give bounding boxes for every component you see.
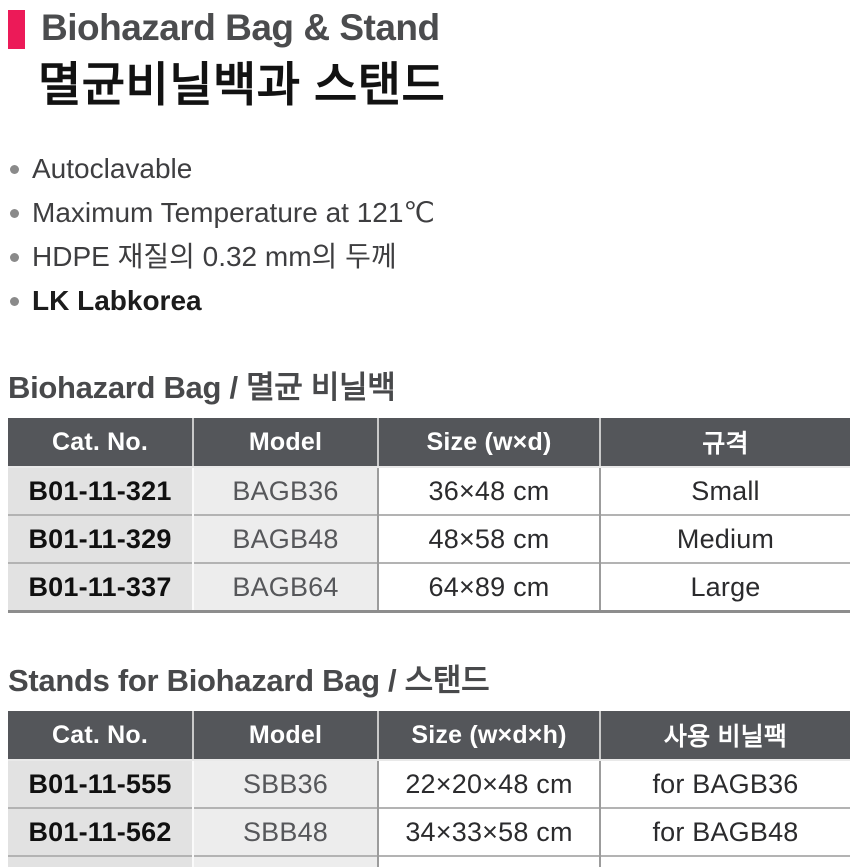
table-row: B01-11-337 BAGB64 64×89 cm Large	[8, 562, 850, 614]
table-row: B01-11-569 SBB64 35×33×72 cm for BAGB64	[8, 855, 850, 867]
bullet-icon	[10, 208, 19, 218]
bullet-icon	[10, 296, 19, 306]
size-cell: 35×33×72 cm	[377, 855, 600, 867]
compatible-bag-cell: for BAGB48	[599, 807, 850, 857]
table-row: B01-11-321 BAGB36 36×48 cm Small	[8, 466, 850, 516]
column-header-size: Size (w×d)	[377, 418, 600, 469]
page-header: Biohazard Bag & Stand	[8, 7, 860, 50]
cat-no-cell: B01-11-337	[8, 562, 193, 614]
cat-no-cell: B01-11-562	[8, 807, 193, 857]
bullet-icon	[10, 252, 19, 262]
spec-cell: Large	[599, 562, 850, 614]
section-heading-stands: Stands for Biohazard Bag / 스탠드	[8, 663, 490, 699]
column-header-size: Size (w×d×h)	[377, 711, 600, 762]
table-row: B01-11-562 SBB48 34×33×58 cm for BAGB48	[8, 807, 850, 857]
section-heading-biohazard-bag: Biohazard Bag / 멸균 비닐백	[8, 370, 396, 406]
table-header-row: Cat. No. Model Size (w×d×h) 사용 비닐팩	[8, 711, 850, 762]
biohazard-bag-table: Cat. No. Model Size (w×d) 규격 B01-11-321 …	[8, 418, 850, 614]
accent-bar-icon	[8, 10, 25, 49]
table-row: B01-11-329 BAGB48 48×58 cm Medium	[8, 514, 850, 564]
size-cell: 22×20×48 cm	[377, 759, 600, 809]
feature-text: LK Labkorea	[32, 284, 202, 316]
model-cell: SBB48	[192, 807, 378, 857]
feature-text: HDPE 재질의 0.32 mm의 두께	[32, 240, 397, 272]
model-cell: SBB64	[192, 855, 378, 867]
size-cell: 48×58 cm	[377, 514, 600, 564]
column-header-spec: 규격	[599, 418, 850, 469]
column-header-compatible-bag: 사용 비닐팩	[599, 711, 850, 762]
spec-cell: Medium	[599, 514, 850, 564]
table-row: B01-11-555 SBB36 22×20×48 cm for BAGB36	[8, 759, 850, 809]
bullet-icon	[10, 165, 19, 175]
spec-cell: Small	[599, 466, 850, 516]
feature-list: Autoclavable Maximum Temperature at 121℃…	[10, 153, 860, 317]
column-header-model: Model	[192, 711, 378, 762]
column-header-cat-no: Cat. No.	[8, 418, 193, 469]
page-title-korean: 멸균비닐백과 스탠드	[38, 57, 446, 111]
feature-text: Autoclavable	[32, 153, 193, 185]
cat-no-cell: B01-11-321	[8, 466, 193, 516]
size-cell: 36×48 cm	[377, 466, 600, 516]
model-cell: BAGB48	[192, 514, 378, 564]
feature-text: Maximum Temperature at 121℃	[32, 197, 435, 229]
cat-no-cell: B01-11-569	[8, 855, 193, 867]
column-header-model: Model	[192, 418, 378, 469]
model-cell: SBB36	[192, 759, 378, 809]
cat-no-cell: B01-11-329	[8, 514, 193, 564]
list-item: LK Labkorea	[10, 284, 860, 317]
model-cell: BAGB36	[192, 466, 378, 516]
list-item: Autoclavable	[10, 153, 860, 185]
size-cell: 64×89 cm	[377, 562, 600, 614]
page-title-english: Biohazard Bag & Stand	[41, 7, 440, 48]
cat-no-cell: B01-11-555	[8, 759, 193, 809]
list-item: Maximum Temperature at 121℃	[10, 197, 860, 229]
size-cell: 34×33×58 cm	[377, 807, 600, 857]
model-cell: BAGB64	[192, 562, 378, 614]
compatible-bag-cell: for BAGB64	[599, 855, 850, 867]
table-header-row: Cat. No. Model Size (w×d) 규격	[8, 418, 850, 469]
stands-table: Cat. No. Model Size (w×d×h) 사용 비닐팩 B01-1…	[8, 711, 850, 867]
column-header-cat-no: Cat. No.	[8, 711, 193, 762]
list-item: HDPE 재질의 0.32 mm의 두께	[10, 240, 860, 273]
compatible-bag-cell: for BAGB36	[599, 759, 850, 809]
